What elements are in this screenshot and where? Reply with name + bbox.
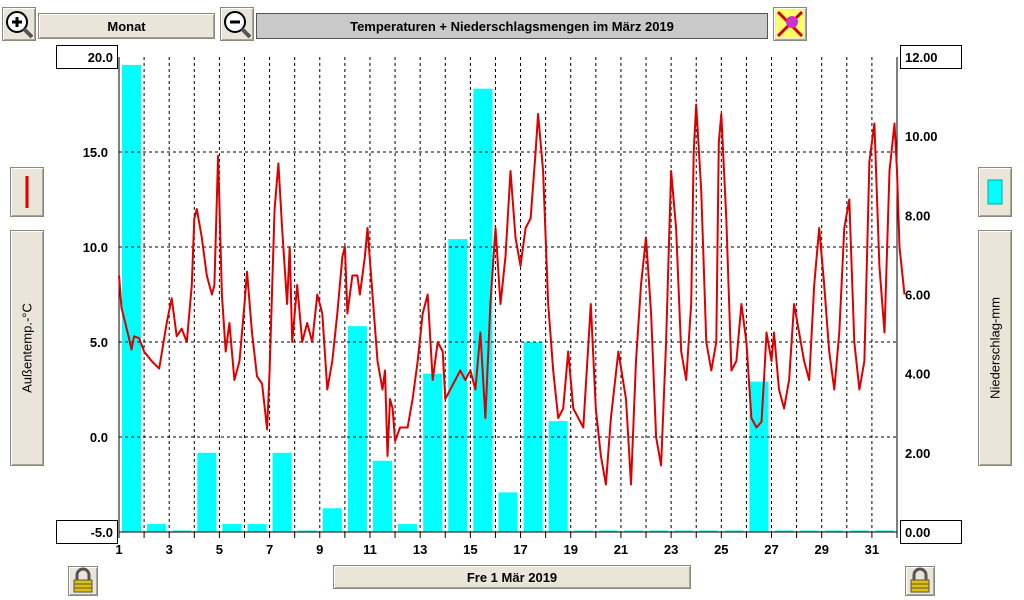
rain-bar	[297, 530, 317, 532]
left-tick-label: 0.0	[90, 430, 108, 445]
right-tick-label: 2.00	[905, 446, 930, 461]
rain-bar	[548, 421, 568, 532]
chart-title: Temperaturen + Niederschlagsmengen im Mä…	[256, 13, 768, 39]
x-tick-label: 13	[413, 542, 427, 557]
lock-left-button[interactable]	[68, 566, 98, 596]
x-tick-label: 19	[564, 542, 578, 557]
rain-bar	[498, 492, 518, 532]
lock-right-button[interactable]	[905, 566, 935, 596]
rain-bar	[122, 64, 142, 533]
rain-bar	[372, 460, 393, 532]
rain-series-button[interactable]	[978, 167, 1012, 217]
rain-bar	[423, 373, 443, 532]
cyan-bar-icon	[987, 179, 1003, 205]
red-line-icon	[25, 176, 29, 208]
rain-bar	[322, 508, 342, 532]
zoom-out-icon	[224, 11, 252, 39]
rain-bar	[147, 524, 167, 532]
left-axis-min: -5.0	[56, 520, 118, 544]
x-tick-label: 17	[513, 542, 527, 557]
left-tick-label: 10.0	[83, 240, 108, 255]
rain-bar	[523, 342, 543, 532]
x-tick-label: 7	[266, 542, 273, 557]
rain-bar	[874, 530, 894, 532]
lock-icon	[73, 567, 93, 593]
rain-bar	[649, 530, 669, 532]
rain-bar	[448, 239, 468, 533]
rain-bar	[398, 524, 418, 532]
rain-bar	[197, 452, 217, 532]
x-tick-label: 29	[814, 542, 828, 557]
period-button[interactable]: Monat	[38, 13, 215, 39]
right-axis-min: 0.00	[900, 520, 962, 544]
print-icon	[776, 10, 804, 38]
left-axis-max: 20.0	[56, 45, 118, 69]
left-axis-label-panel: Außentemp.-°C	[10, 230, 44, 466]
x-tick-label: 15	[463, 542, 477, 557]
rain-bar	[849, 530, 869, 532]
left-tick-label: 5.0	[90, 335, 108, 350]
rain-bar	[573, 530, 593, 532]
rain-bar	[699, 530, 719, 532]
x-tick-label: 25	[714, 542, 728, 557]
rain-bar	[724, 530, 744, 532]
x-tick-label: 23	[664, 542, 678, 557]
rain-bar	[824, 530, 844, 532]
rain-bar	[623, 530, 644, 532]
left-tick-label: 15.0	[83, 145, 108, 160]
right-tick-label: 4.00	[905, 367, 930, 382]
right-axis-label-panel: Niederschlag-mm	[978, 230, 1012, 466]
rain-bar	[774, 530, 794, 532]
rain-bar	[247, 524, 267, 532]
zoom-in-button[interactable]	[2, 7, 36, 41]
x-tick-label: 5	[216, 542, 223, 557]
rain-bar	[674, 530, 694, 532]
print-button[interactable]	[773, 7, 807, 41]
left-axis-label: Außentemp.-°C	[19, 303, 35, 393]
zoom-out-button[interactable]	[220, 7, 254, 41]
rain-bar	[598, 530, 618, 532]
right-tick-label: 10.00	[905, 129, 938, 144]
rain-bar	[347, 326, 367, 532]
right-tick-label: 8.00	[905, 208, 930, 223]
zoom-in-icon	[6, 11, 34, 39]
x-tick-label: 31	[865, 542, 879, 557]
rain-bar	[222, 524, 242, 532]
date-button[interactable]: Fre 1 Mär 2019	[333, 565, 691, 589]
x-tick-label: 3	[166, 542, 173, 557]
rain-bar	[799, 530, 819, 532]
right-tick-label: 6.00	[905, 288, 930, 303]
rain-bar	[473, 88, 493, 533]
x-tick-label: 27	[764, 542, 778, 557]
lock-icon	[910, 567, 930, 593]
x-tick-label: 1	[115, 542, 122, 557]
x-tick-label: 9	[316, 542, 323, 557]
right-axis-max: 12.00	[900, 45, 962, 69]
x-tick-label: 21	[614, 542, 628, 557]
rain-bar	[749, 381, 769, 532]
x-tick-label: 11	[363, 542, 377, 557]
temp-line	[118, 103, 906, 486]
rain-bar	[272, 452, 292, 532]
right-axis-label: Niederschlag-mm	[987, 297, 1003, 399]
rain-bar	[172, 530, 192, 532]
temp-series-button[interactable]	[10, 167, 44, 217]
